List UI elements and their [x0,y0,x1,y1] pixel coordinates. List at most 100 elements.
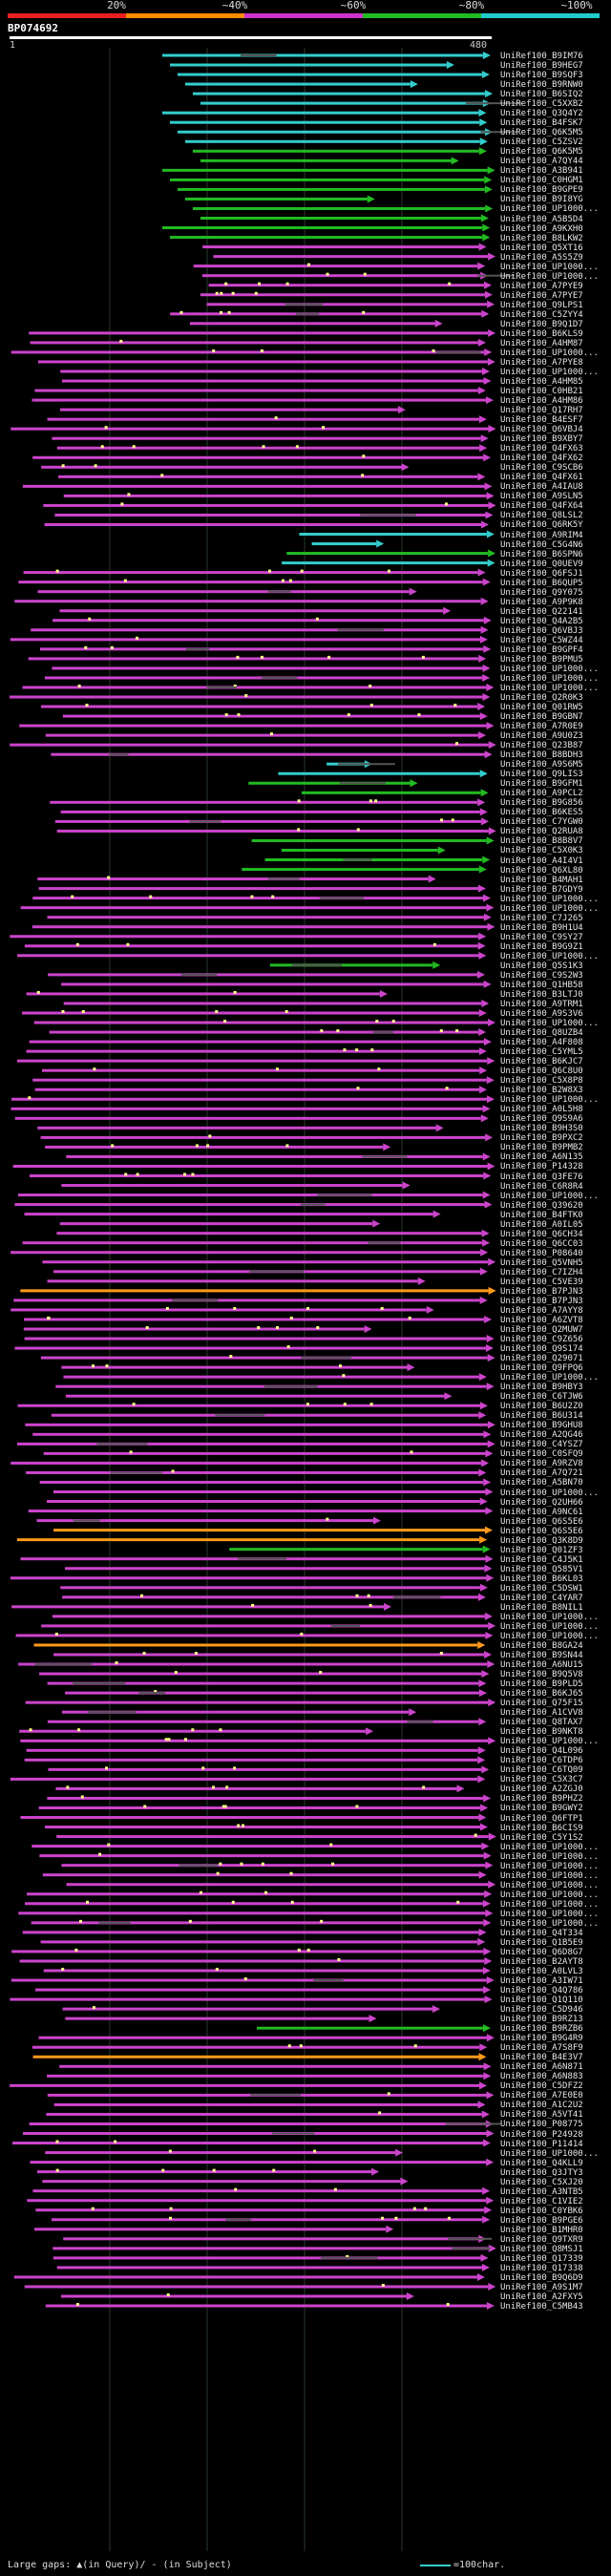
hit-label[interactable]: UniRef100_A3B941 [500,166,583,177]
hit-label[interactable]: UniRef100_Q6FSJ1 [500,568,583,579]
hit-label[interactable]: UniRef100_B9PXC2 [500,1133,583,1144]
hit-label[interactable]: UniRef100_C5DSW1 [500,1583,583,1594]
hit-label[interactable]: UniRef100_B6U314 [500,1411,583,1422]
hit-label[interactable]: UniRef100_A9U0Z3 [500,731,583,742]
hit-label[interactable]: UniRef100_B9GFM1 [500,779,583,790]
hit-label[interactable]: UniRef100_C0HB21 [500,387,583,397]
hit-label[interactable]: UniRef100_B4ESF7 [500,415,583,426]
hit-label[interactable]: UniRef100_A1C2U2 [500,2101,583,2111]
hit-label[interactable]: UniRef100_UP1000... [500,1861,599,1871]
hit-label[interactable]: UniRef100_P24928 [500,2129,583,2140]
hit-label[interactable]: UniRef100_B9G4R9 [500,2034,583,2044]
hit-label[interactable]: UniRef100_Q8TAX7 [500,1718,583,1728]
hit-label[interactable]: UniRef100_B6QUP5 [500,578,583,588]
hit-label[interactable]: UniRef100_Q1Q110 [500,1995,583,2006]
hit-label[interactable]: UniRef100_A4HM86 [500,396,583,407]
hit-label[interactable]: UniRef100_A9SLN5 [500,492,583,502]
hit-label[interactable]: UniRef100_A9S1M7 [500,2282,583,2292]
hit-label[interactable]: UniRef100_B9HBY3 [500,1383,583,1393]
hit-label[interactable]: UniRef100_A7AYY8 [500,1305,583,1316]
hit-label[interactable]: UniRef100_B6U2Z0 [500,1402,583,1412]
hit-label[interactable]: UniRef100_Q6S5E6 [500,1526,583,1536]
hit-label[interactable]: UniRef100_Q39620 [500,1200,583,1211]
hit-label[interactable]: UniRef100_UP1000... [500,894,599,904]
hit-label[interactable]: UniRef100_UP1000... [500,271,599,282]
hit-label[interactable]: UniRef100_B6KLS9 [500,328,583,339]
hit-label[interactable]: UniRef100_A6N883 [500,2072,583,2082]
hit-label[interactable]: UniRef100_B8GA24 [500,1640,583,1651]
hit-label[interactable]: UniRef100_B9SQF3 [500,71,583,81]
hit-label[interactable]: UniRef100_A7PYE9 [500,281,583,291]
hit-label[interactable]: UniRef100_A6NU15 [500,1660,583,1671]
hit-label[interactable]: UniRef100_UP1000... [500,2148,599,2159]
hit-label[interactable]: UniRef100_B9HEG7 [500,61,583,72]
hit-label[interactable]: UniRef100_C5WZ44 [500,635,583,645]
hit-label[interactable]: UniRef100_Q5S1K3 [500,961,583,971]
hit-label[interactable]: UniRef100_C9S2W3 [500,970,583,981]
hit-label[interactable]: UniRef100_A3NTB5 [500,2186,583,2197]
hit-label[interactable]: UniRef100_B9Q1D7 [500,319,583,329]
hit-label[interactable]: UniRef100_UP1000... [500,1737,599,1747]
hit-label[interactable]: UniRef100_Q8LSL2 [500,511,583,521]
hit-label[interactable]: UniRef100_A9PCL2 [500,789,583,799]
hit-label[interactable]: UniRef100_Q6XL80 [500,865,583,876]
hit-label[interactable]: UniRef100_B9SN44 [500,1651,583,1660]
hit-label[interactable]: UniRef100_C5XJ20 [500,2177,583,2187]
hit-label[interactable]: UniRef100_Q4FX62 [500,454,583,464]
hit-label[interactable]: UniRef100_C1VIE2 [500,2196,583,2206]
hit-label[interactable]: UniRef100_UP1000... [500,1631,599,1641]
hit-label[interactable]: UniRef100_UP1000... [500,951,599,961]
hit-label[interactable]: UniRef100_A4I4V1 [500,855,583,866]
hit-label[interactable]: UniRef100_Q4FX61 [500,473,583,483]
hit-label[interactable]: UniRef100_C6R8R4 [500,1181,583,1192]
hit-label[interactable]: UniRef100_B9GPF4 [500,644,583,655]
hit-label[interactable]: UniRef100_Q4T334 [500,1928,583,1938]
hit-label[interactable]: UniRef100_Q6VBJ3 [500,625,583,636]
hit-label[interactable]: UniRef100_B9PMB2 [500,1143,583,1153]
hit-label[interactable]: UniRef100_B9RNW0 [500,80,583,91]
hit-label[interactable]: UniRef100_Q6CH34 [500,1229,583,1239]
hit-label[interactable]: UniRef100_B4E3V7 [500,2053,583,2063]
hit-label[interactable]: UniRef100_B4FTK0 [500,1210,583,1220]
hit-label[interactable]: UniRef100_Q9Y075 [500,587,583,598]
hit-label[interactable]: UniRef100_B9GHU8 [500,1421,583,1431]
hit-label[interactable]: UniRef100_C5X8P8 [500,1076,583,1087]
hit-label[interactable]: UniRef100_B7PJN3 [500,1286,583,1297]
hit-label[interactable]: UniRef100_B9IM76 [500,52,583,61]
hit-label[interactable]: UniRef100_C4YSZ7 [500,1440,583,1450]
hit-label[interactable]: UniRef100_B9GPE9 [500,185,583,196]
hit-label[interactable]: UniRef100_B6KJ65 [500,1689,583,1700]
hit-label[interactable]: UniRef100_UP1000... [500,683,599,693]
hit-label[interactable]: UniRef100_C6TJW6 [500,1392,583,1403]
hit-label[interactable]: UniRef100_Q17RH7 [500,406,583,416]
hit-label[interactable]: UniRef100_C5MB43 [500,2302,583,2312]
hit-label[interactable]: UniRef100_Q6C8U0 [500,1066,583,1077]
hit-label[interactable]: UniRef100_Q9FPQ6 [500,1363,583,1374]
hit-label[interactable]: UniRef100_B9RZ13 [500,2015,583,2025]
hit-label[interactable]: UniRef100_B9PGE6 [500,2215,583,2226]
hit-label[interactable]: UniRef100_UP1000... [500,1899,599,1910]
hit-label[interactable]: UniRef100_B9Q6D9 [500,2272,583,2283]
hit-label[interactable]: UniRef100_B6KJC7 [500,1057,583,1067]
hit-label[interactable]: UniRef100_C4YAR7 [500,1593,583,1603]
hit-label[interactable]: UniRef100_B7GDY9 [500,884,583,895]
hit-label[interactable]: UniRef100_B9G9Z1 [500,941,583,952]
hit-label[interactable]: UniRef100_UP1000... [500,673,599,684]
hit-label[interactable]: UniRef100_A9NC61 [500,1507,583,1517]
hit-label[interactable]: UniRef100_A2FXY5 [500,2292,583,2303]
hit-label[interactable]: UniRef100_P11414 [500,2139,583,2149]
hit-label[interactable]: UniRef100_B9PLD5 [500,1679,583,1690]
hit-label[interactable]: UniRef100_B9PHZ2 [500,1794,583,1805]
hit-label[interactable]: UniRef100_C4J5K1 [500,1554,583,1565]
hit-label[interactable]: UniRef100_B9H1U4 [500,922,583,933]
hit-label[interactable]: UniRef100_B3LTJ0 [500,989,583,1000]
hit-label[interactable]: UniRef100_UP1000... [500,1842,599,1852]
hit-label[interactable]: UniRef100_UP1000... [500,1488,599,1498]
hit-label[interactable]: UniRef100_Q17338 [500,2263,583,2273]
hit-label[interactable]: UniRef100_B9H3S0 [500,1124,583,1134]
hit-label[interactable]: UniRef100_C0SFQ9 [500,1449,583,1460]
hit-label[interactable]: UniRef100_A4IAU8 [500,482,583,493]
hit-label[interactable]: UniRef100_A6N871 [500,2062,583,2073]
hit-label[interactable]: UniRef100_A5VT41 [500,2110,583,2121]
hit-label[interactable]: UniRef100_B6SIQ2 [500,90,583,100]
